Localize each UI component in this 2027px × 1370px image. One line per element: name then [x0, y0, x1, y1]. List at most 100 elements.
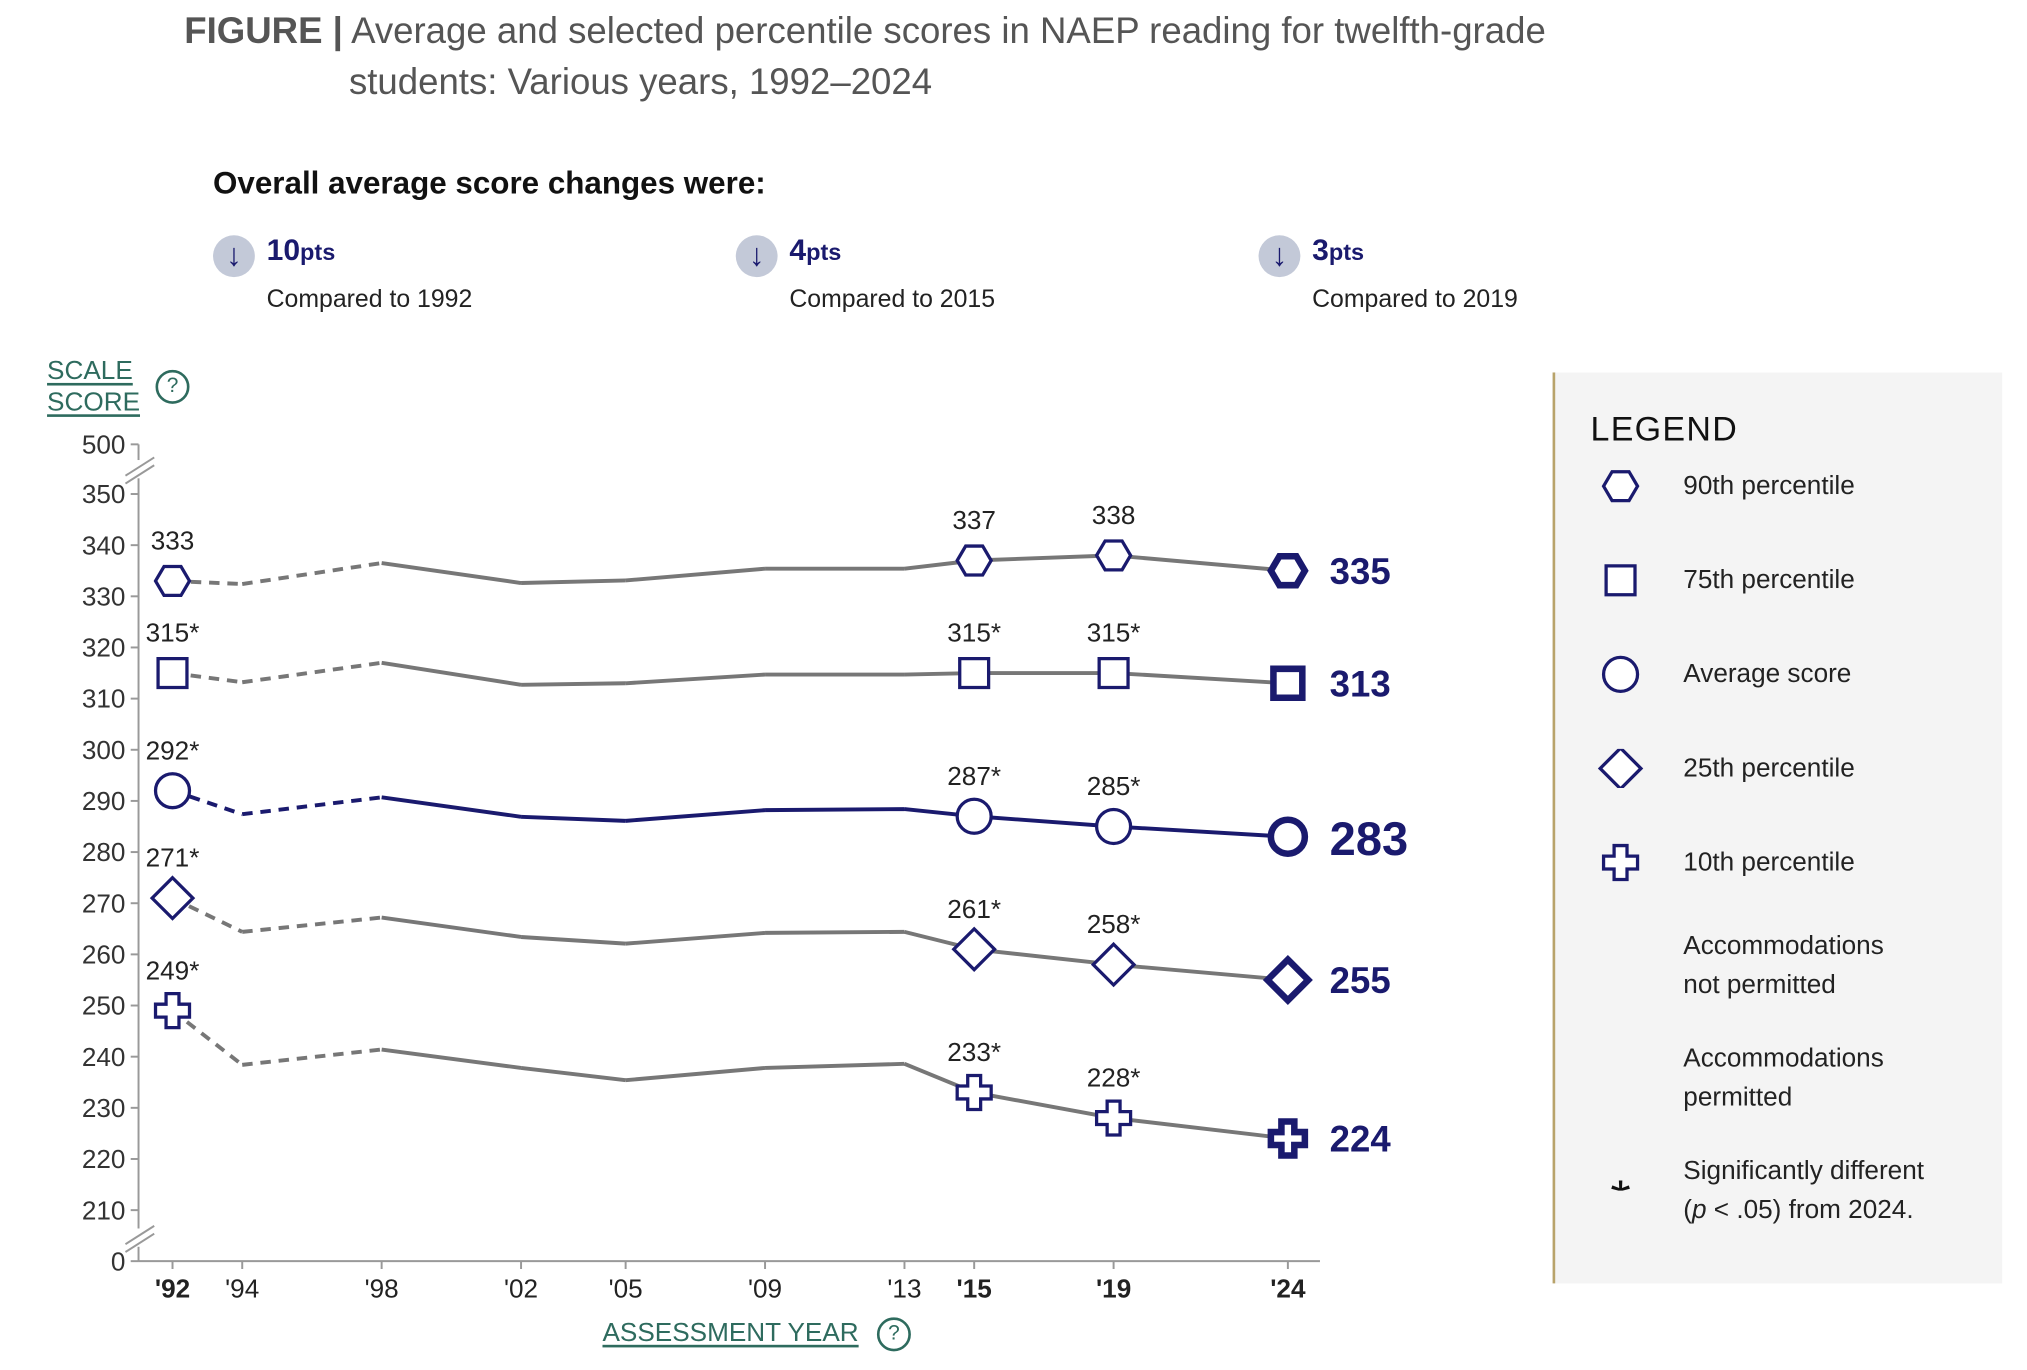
- line-segment-dashed: [241, 660, 382, 685]
- y-tick-label: 230: [82, 1093, 126, 1123]
- data-label: 228*: [1087, 1063, 1141, 1093]
- assessment-year-link[interactable]: ASSESSMENT YEAR: [602, 1318, 859, 1348]
- y-tick-label: 260: [82, 940, 126, 970]
- change-label: Compared to 2015: [789, 286, 996, 314]
- y-tick-label: 270: [82, 888, 126, 918]
- y-tick-label: 330: [82, 581, 126, 611]
- line-segment-dashed: [171, 788, 243, 817]
- line-segment: [973, 947, 1114, 967]
- asterisk-glyph: *: [1610, 1171, 1630, 1191]
- y-tick-label: 340: [82, 530, 126, 560]
- cross-marker: [1094, 1099, 1133, 1137]
- cross-marker: [1267, 1118, 1309, 1159]
- cross-marker: [153, 992, 192, 1030]
- legend-label: 10th percentile: [1683, 848, 1855, 877]
- y-tick-label: 300: [82, 735, 126, 765]
- x-tick-label: '05: [609, 1274, 643, 1304]
- y-tick-label: 290: [82, 786, 126, 816]
- line-segment: [973, 1090, 1114, 1120]
- line-segment: [765, 807, 905, 813]
- axis-break-mark: [124, 1225, 155, 1245]
- y-tick-label: 320: [82, 633, 126, 663]
- line-segment: [625, 672, 766, 686]
- title-line-2: students: Various years, 1992–2024: [348, 61, 933, 102]
- legend-label: 75th percentile: [1683, 565, 1855, 595]
- diamond-marker: [149, 875, 196, 921]
- line-segment: [1113, 553, 1289, 573]
- line-segment-dashed: [172, 671, 243, 685]
- line-segment-dashed: [171, 896, 244, 934]
- data-label: 258*: [1087, 909, 1141, 939]
- data-label: 338: [1092, 500, 1136, 530]
- line-segment: [381, 915, 522, 939]
- axis-break-gap: [125, 1228, 155, 1247]
- diamond-marker: [951, 926, 997, 972]
- data-label: 271*: [146, 843, 200, 873]
- change-label: Compared to 2019: [1312, 286, 1518, 314]
- end-value-label: 283: [1330, 812, 1408, 865]
- square-marker: [958, 656, 991, 690]
- y-tick-label: 350: [82, 479, 126, 509]
- diamond-marker: [1262, 954, 1313, 1005]
- figure-label: FIGURE |: [184, 10, 343, 51]
- x-tick-label: '94: [225, 1274, 259, 1304]
- series-square: 315* 315* 315* 313: [146, 618, 1391, 705]
- series-hexagon: 333 337 338 335: [151, 500, 1391, 598]
- data-label: 315*: [1087, 618, 1141, 648]
- changes-heading: Overall average score changes were:: [213, 165, 766, 202]
- legend-label: Average score: [1683, 659, 1852, 689]
- line-segment: [1113, 671, 1288, 686]
- hexagon-icon: [1601, 470, 1640, 503]
- diamond-icon: [1597, 748, 1644, 789]
- line-segment: [520, 814, 626, 823]
- line-segment: [764, 1061, 905, 1070]
- x-tick-label: '09: [748, 1274, 782, 1304]
- line-segment: [974, 553, 1114, 563]
- data-label: 315*: [146, 618, 200, 648]
- end-value-label: 313: [1330, 663, 1391, 704]
- y-tick-label: 500: [82, 429, 126, 459]
- line-segment: [765, 929, 905, 935]
- square-icon: [1604, 564, 1637, 597]
- end-value-label: 255: [1330, 960, 1391, 1001]
- y-tick-label: 210: [82, 1195, 126, 1225]
- cross-marker: [1601, 843, 1640, 882]
- hexagon-marker: [153, 564, 192, 598]
- hexagon-marker: [1601, 470, 1640, 503]
- data-label: 315*: [947, 618, 1001, 648]
- y-tick-label: 310: [82, 684, 126, 714]
- axis-break-mark: [124, 1232, 155, 1253]
- scale-score-line-1: SCALE: [47, 356, 133, 386]
- scale-score-help-icon[interactable]: ?: [155, 369, 190, 404]
- line-segment: [625, 566, 766, 583]
- x-tick-label: '24: [1270, 1274, 1306, 1304]
- arrow-down-icon: ↓: [735, 235, 778, 278]
- x-tick-label: '13: [887, 1274, 921, 1304]
- legend-label: Accommodations not permitted: [1683, 931, 1884, 1000]
- line-segment-dashed: [172, 579, 243, 586]
- axis-break-mark: [124, 456, 155, 477]
- dashed-line-icon: [1592, 927, 1644, 966]
- data-label: 249*: [146, 955, 200, 985]
- axis-break-mark: [124, 464, 155, 485]
- data-label: 292*: [146, 735, 200, 765]
- change-value: 3pts: [1312, 232, 1365, 267]
- line-segment: [625, 1065, 766, 1083]
- line-segment: [1113, 962, 1289, 982]
- x-tick-label: '02: [504, 1274, 538, 1304]
- figure-title: FIGURE | Average and selected percentile…: [184, 10, 1546, 52]
- legend-title: LEGEND: [1590, 409, 1739, 449]
- assessment-year-help-icon[interactable]: ?: [876, 1317, 911, 1352]
- change-value: 4pts: [789, 232, 842, 267]
- circle-marker: [1601, 655, 1640, 693]
- line-segment: [625, 930, 766, 946]
- line-segment-dashed: [242, 915, 382, 934]
- cross-icon: [1601, 843, 1640, 882]
- square-marker: [1270, 665, 1306, 701]
- scale-score-link[interactable]: SCALE SCORE: [47, 355, 140, 418]
- diamond-marker: [1597, 748, 1644, 789]
- x-tick-label: '92: [155, 1274, 190, 1304]
- legend-label: 25th percentile: [1683, 754, 1855, 783]
- series-diamond: 271* 261* 258* 255: [146, 843, 1391, 1005]
- data-label: 337: [952, 505, 996, 535]
